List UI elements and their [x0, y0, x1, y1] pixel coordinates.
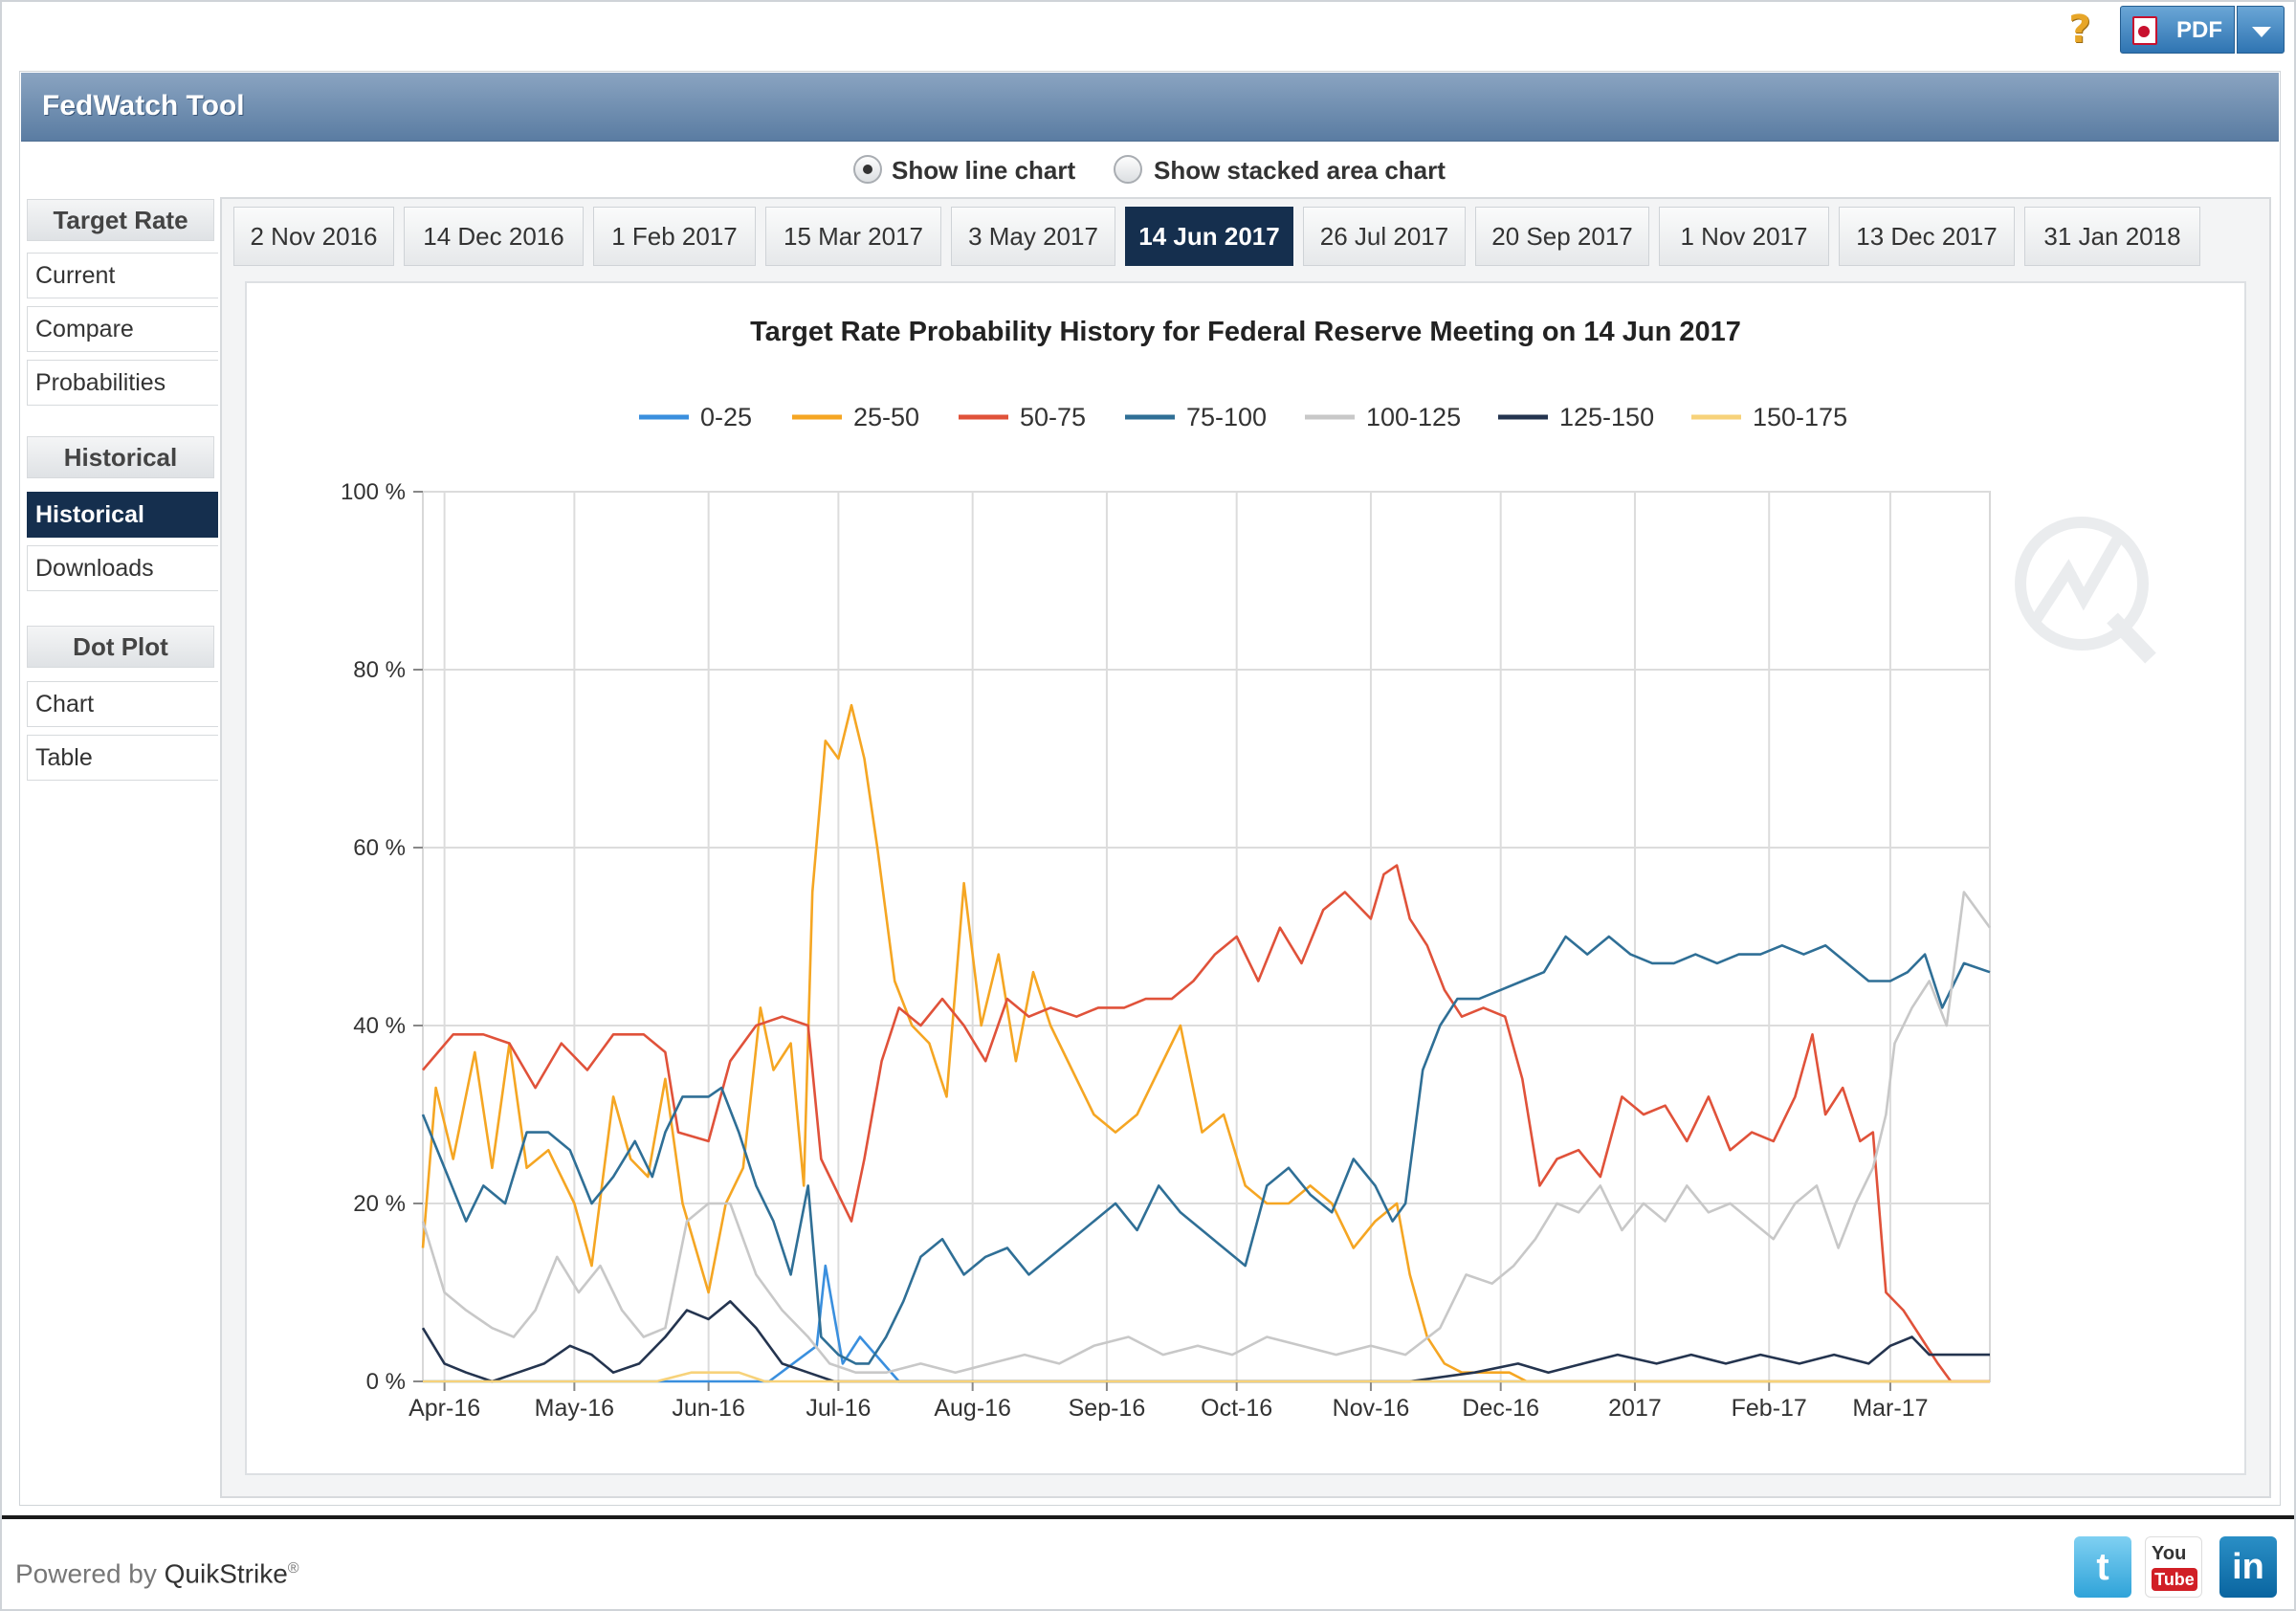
sidebar-item-historical[interactable]: Historical	[27, 492, 218, 538]
tab-1-nov-2017[interactable]: 1 Nov 2017	[1659, 207, 1829, 266]
radio-line-chart-label[interactable]: Show line chart	[892, 156, 1076, 185]
x-tick-label: Apr-16	[408, 1395, 480, 1422]
tab-14-dec-2016[interactable]: 14 Dec 2016	[404, 207, 584, 266]
x-tick-label: 2017	[1608, 1395, 1662, 1422]
radio-stacked-area-chart-label[interactable]: Show stacked area chart	[1154, 156, 1446, 185]
youtube-icon-bottom: Tube	[2152, 1568, 2197, 1591]
meeting-tabs-panel: 2 Nov 2016 14 Dec 2016 1 Feb 2017 15 Mar…	[220, 197, 2271, 1498]
tab-15-mar-2017[interactable]: 15 Mar 2017	[765, 207, 941, 266]
x-tick-label: Jun-16	[672, 1395, 744, 1422]
chart-legend: 0-25 25-50 50-75 75-100 100-125 125-150 150-17…	[639, 403, 1847, 431]
tab-2-nov-2016[interactable]: 2 Nov 2016	[233, 207, 394, 266]
x-tick-label: Aug-16	[934, 1395, 1011, 1422]
x-tick-label: Feb-17	[1732, 1395, 1807, 1422]
series-line-75-100	[421, 935, 1991, 1365]
chart-container: Target Rate Probability History for Fede…	[245, 281, 2246, 1475]
chart-series	[421, 703, 1992, 1383]
pdf-button-label: PDF	[2176, 17, 2222, 43]
tab-26-jul-2017[interactable]: 26 Jul 2017	[1303, 207, 1466, 266]
chart-gridlines	[422, 491, 1991, 1382]
chart-title: Target Rate Probability History for Fede…	[750, 317, 1741, 347]
y-tick-label: 100 %	[341, 479, 406, 505]
x-tick-label: Sep-16	[1069, 1395, 1146, 1422]
legend-label-100-125[interactable]: 100-125	[1366, 403, 1461, 431]
x-axis-ticks: Apr-16 May-16 Jun-16 Jul-16 Aug-16 Sep-16 Oct-…	[408, 1380, 1990, 1422]
footer-divider	[2, 1515, 2294, 1519]
top-toolbar: ? PDF	[2, 2, 2294, 59]
y-tick-label: 40 %	[353, 1013, 406, 1039]
x-tick-label: Jul-16	[806, 1395, 871, 1422]
series-line-150-175	[423, 1371, 1990, 1383]
sidebar-item-compare[interactable]: Compare	[27, 306, 218, 352]
sidebar-item-probabilities[interactable]: Probabilities	[27, 360, 218, 406]
quikstrike-watermark-icon	[2015, 517, 2156, 664]
sidebar-item-downloads[interactable]: Downloads	[27, 545, 218, 591]
legend-label-0-25[interactable]: 0-25	[700, 403, 752, 431]
series-line-125-150	[421, 1300, 1990, 1383]
sidebar-heading-dot-plot: Dot Plot	[27, 626, 214, 668]
tab-1-feb-2017[interactable]: 1 Feb 2017	[593, 207, 756, 266]
x-tick-label: Nov-16	[1333, 1395, 1410, 1422]
pdf-button[interactable]: PDF	[2120, 6, 2235, 54]
youtube-icon-top: You	[2152, 1543, 2187, 1564]
legend-label-125-150[interactable]: 125-150	[1559, 403, 1654, 431]
plot-area	[422, 491, 1991, 1382]
x-tick-label: Oct-16	[1201, 1395, 1272, 1422]
probability-line-chart: Target Rate Probability History for Fede…	[341, 317, 2156, 1422]
radio-line-chart[interactable]	[853, 155, 882, 184]
sidebar-item-current[interactable]: Current	[27, 253, 218, 298]
y-tick-label: 20 %	[353, 1191, 406, 1217]
pdf-file-icon	[2132, 16, 2157, 45]
y-tick-label: 80 %	[353, 657, 406, 683]
legend-label-50-75[interactable]: 50-75	[1020, 403, 1086, 431]
tab-20-sep-2017[interactable]: 20 Sep 2017	[1475, 207, 1649, 266]
series-line-50-75	[422, 864, 1990, 1383]
y-axis-ticks: 0 % 20 % 40 % 60 % 80 % 100 %	[341, 479, 423, 1395]
x-tick-label: Dec-16	[1462, 1395, 1539, 1422]
sidebar-item-chart[interactable]: Chart	[27, 681, 218, 727]
tab-13-dec-2017[interactable]: 13 Dec 2017	[1839, 207, 2015, 266]
sidebar-heading-historical: Historical	[27, 436, 214, 478]
tab-3-may-2017[interactable]: 3 May 2017	[951, 207, 1115, 266]
sidebar-item-table[interactable]: Table	[27, 735, 218, 781]
quikstrike-brand[interactable]: QuikStrike	[164, 1558, 288, 1589]
tab-31-jan-2018[interactable]: 31 Jan 2018	[2024, 207, 2200, 266]
legend-label-150-175[interactable]: 150-175	[1753, 403, 1847, 431]
powered-by: Powered by QuikStrike®	[15, 1550, 299, 1593]
twitter-icon[interactable]: t	[2074, 1536, 2131, 1598]
legend-label-75-100[interactable]: 75-100	[1186, 403, 1267, 431]
title-bar: FedWatch Tool	[21, 73, 2279, 142]
legend-label-25-50[interactable]: 25-50	[853, 403, 919, 431]
x-tick-label: Mar-17	[1852, 1395, 1928, 1422]
powered-by-prefix: Powered by	[15, 1558, 165, 1589]
x-tick-label: May-16	[535, 1395, 614, 1422]
series-line-25-50	[421, 703, 1990, 1383]
linkedin-icon[interactable]: in	[2219, 1536, 2277, 1598]
sidebar-heading-target-rate: Target Rate	[27, 199, 214, 241]
series-line-0-25	[423, 1264, 1990, 1383]
help-icon[interactable]: ?	[2068, 8, 2091, 52]
pdf-dropdown-chevron-down-icon[interactable]	[2237, 6, 2285, 54]
chart-mode-selector: Show line chart Show stacked area chart	[844, 151, 1571, 189]
y-tick-label: 60 %	[353, 835, 406, 861]
registered-mark: ®	[287, 1560, 299, 1577]
youtube-icon[interactable]: You Tube	[2145, 1536, 2202, 1598]
y-tick-label: 0 %	[366, 1369, 406, 1395]
tab-14-jun-2017[interactable]: 14 Jun 2017	[1125, 207, 1293, 266]
radio-stacked-area-chart[interactable]	[1114, 155, 1142, 184]
series-line-100-125	[421, 891, 1992, 1374]
app-title: FedWatch Tool	[42, 90, 245, 121]
